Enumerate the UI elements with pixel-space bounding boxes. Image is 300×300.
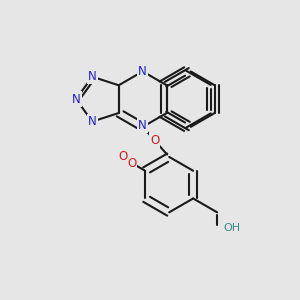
Text: N: N xyxy=(138,65,147,78)
Text: O: O xyxy=(127,157,136,170)
Text: N: N xyxy=(138,119,147,132)
Text: O: O xyxy=(150,134,159,147)
Text: O: O xyxy=(118,150,127,164)
Text: OH: OH xyxy=(223,223,240,233)
Text: N: N xyxy=(72,93,80,106)
Text: N: N xyxy=(88,115,97,128)
Text: N: N xyxy=(88,70,97,83)
